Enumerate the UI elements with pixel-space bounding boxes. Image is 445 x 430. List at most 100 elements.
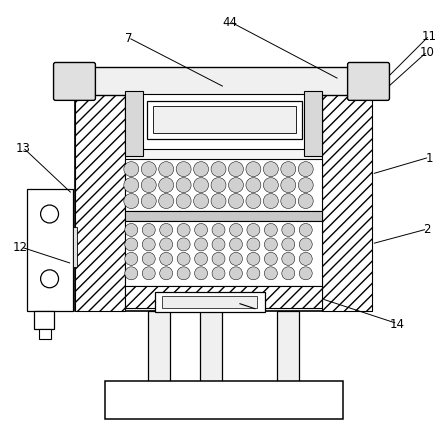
Circle shape — [228, 162, 243, 177]
Circle shape — [211, 162, 226, 177]
Bar — [125, 221, 322, 286]
Circle shape — [299, 267, 312, 280]
Circle shape — [142, 224, 155, 237]
Circle shape — [212, 267, 225, 280]
Bar — [76, 90, 372, 311]
Circle shape — [230, 238, 243, 251]
Circle shape — [124, 178, 139, 193]
Circle shape — [230, 253, 243, 266]
Bar — [34, 311, 53, 329]
Circle shape — [282, 238, 295, 251]
Circle shape — [263, 178, 278, 193]
Bar — [27, 190, 73, 311]
Circle shape — [211, 178, 226, 193]
Circle shape — [194, 178, 209, 193]
Circle shape — [141, 178, 156, 193]
Circle shape — [177, 267, 190, 280]
Circle shape — [176, 194, 191, 209]
Text: 7: 7 — [125, 32, 132, 45]
Bar — [125, 212, 322, 221]
Circle shape — [160, 253, 173, 266]
Circle shape — [212, 224, 225, 237]
Circle shape — [160, 238, 173, 251]
Text: 2: 2 — [424, 223, 431, 236]
Circle shape — [246, 162, 261, 177]
Bar — [155, 292, 265, 312]
Circle shape — [247, 224, 260, 237]
Bar — [147, 102, 302, 140]
Circle shape — [160, 224, 173, 237]
Bar — [125, 95, 322, 150]
Bar — [304, 92, 322, 157]
Circle shape — [247, 253, 260, 266]
Circle shape — [264, 238, 277, 251]
Bar — [76, 90, 125, 311]
Circle shape — [247, 267, 260, 280]
Circle shape — [298, 194, 313, 209]
Circle shape — [246, 194, 261, 209]
Bar — [125, 160, 322, 212]
Circle shape — [124, 194, 139, 209]
Circle shape — [263, 162, 278, 177]
Circle shape — [159, 162, 174, 177]
Circle shape — [264, 267, 277, 280]
Circle shape — [264, 224, 277, 237]
Circle shape — [194, 267, 207, 280]
Circle shape — [281, 162, 296, 177]
Circle shape — [230, 267, 243, 280]
Circle shape — [177, 238, 190, 251]
Circle shape — [160, 267, 173, 280]
Circle shape — [194, 194, 209, 209]
Bar — [125, 92, 143, 157]
Text: 1: 1 — [425, 151, 433, 164]
Circle shape — [142, 267, 155, 280]
Circle shape — [299, 238, 312, 251]
Circle shape — [247, 238, 260, 251]
Circle shape — [194, 238, 207, 251]
Circle shape — [194, 253, 207, 266]
Circle shape — [141, 162, 156, 177]
Circle shape — [282, 224, 295, 237]
Circle shape — [142, 253, 155, 266]
Circle shape — [159, 178, 174, 193]
Circle shape — [176, 178, 191, 193]
Circle shape — [263, 194, 278, 209]
Circle shape — [281, 194, 296, 209]
Circle shape — [228, 194, 243, 209]
Circle shape — [40, 270, 59, 288]
Bar — [125, 286, 322, 308]
Text: 12: 12 — [13, 241, 28, 254]
Circle shape — [299, 253, 312, 266]
Circle shape — [246, 178, 261, 193]
Circle shape — [264, 253, 277, 266]
Circle shape — [194, 224, 207, 237]
Circle shape — [194, 162, 209, 177]
Circle shape — [125, 267, 138, 280]
Bar — [148, 311, 170, 383]
Circle shape — [299, 224, 312, 237]
Text: 14: 14 — [390, 317, 405, 330]
Text: 13: 13 — [15, 141, 30, 154]
Circle shape — [125, 238, 138, 251]
FancyBboxPatch shape — [53, 63, 95, 101]
Bar — [61, 68, 385, 96]
Bar — [162, 296, 257, 308]
Circle shape — [212, 238, 225, 251]
Circle shape — [141, 194, 156, 209]
Bar — [153, 107, 296, 134]
Text: 44: 44 — [222, 16, 238, 29]
FancyBboxPatch shape — [348, 63, 389, 101]
Circle shape — [281, 178, 296, 193]
Circle shape — [298, 178, 313, 193]
Circle shape — [212, 253, 225, 266]
Text: 10: 10 — [420, 46, 435, 59]
Circle shape — [177, 253, 190, 266]
Bar — [277, 311, 299, 383]
Circle shape — [124, 162, 139, 177]
Bar — [73, 227, 77, 267]
Bar — [39, 329, 51, 339]
Bar — [322, 90, 372, 311]
Circle shape — [177, 224, 190, 237]
Circle shape — [125, 224, 138, 237]
Bar — [105, 381, 343, 419]
